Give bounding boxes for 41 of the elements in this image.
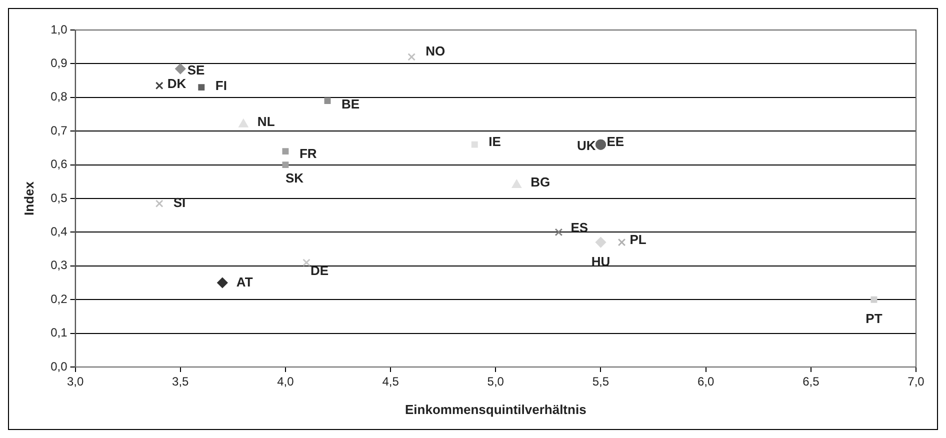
series-label: NO xyxy=(426,44,446,59)
y-tick-label: 0,4 xyxy=(50,224,68,239)
series-label: BG xyxy=(530,174,550,190)
series-label: DK xyxy=(167,76,187,92)
series-label: PL xyxy=(630,232,646,247)
y-tick-label: 0,6 xyxy=(50,157,68,172)
series-label: PT xyxy=(866,311,882,326)
series-label: FR xyxy=(299,146,318,161)
series-label: ES xyxy=(570,220,588,235)
y-tick-label: 0,3 xyxy=(50,258,68,272)
series-label: SE xyxy=(187,62,206,78)
x-tick-label: 3,0 xyxy=(66,374,84,389)
x-tick-label: 5,5 xyxy=(592,374,610,389)
series-label: SI xyxy=(173,195,186,210)
y-tick-label: 1,0 xyxy=(50,22,68,36)
series-label: FI xyxy=(215,78,227,93)
x-tick-label: 6,5 xyxy=(802,374,820,389)
x-tick-label: 6,0 xyxy=(697,374,714,389)
series-label: HU xyxy=(591,254,610,269)
series-label: NL xyxy=(257,114,275,129)
x-tick-label: 7,0 xyxy=(908,374,925,389)
series-label: AT xyxy=(236,274,253,290)
y-tick-label: 0,2 xyxy=(50,292,68,306)
x-axis-title: Einkommensquintilverhältnis xyxy=(404,402,586,417)
y-tick-label: 0,7 xyxy=(50,123,68,138)
y-axis-title: Index xyxy=(21,180,36,216)
x-tick-label: 5,0 xyxy=(487,374,504,389)
series-label: BE xyxy=(341,96,360,112)
y-tick-label: 0,9 xyxy=(50,56,68,70)
x-tick-label: 4,5 xyxy=(382,374,400,389)
y-tick-label: 0,1 xyxy=(50,326,68,340)
series-label: IE xyxy=(488,134,502,150)
x-tick-label: 3,5 xyxy=(172,374,190,389)
y-tick-label: 0,0 xyxy=(50,359,68,374)
series-label: EE xyxy=(606,134,624,150)
y-tick-label: 0,8 xyxy=(50,90,68,104)
series-label: DE xyxy=(310,263,329,278)
series-label: UK xyxy=(576,138,596,154)
series-label: SK xyxy=(285,170,304,186)
x-tick-label: 4,0 xyxy=(277,374,294,389)
y-tick-label: 0,5 xyxy=(50,190,68,205)
